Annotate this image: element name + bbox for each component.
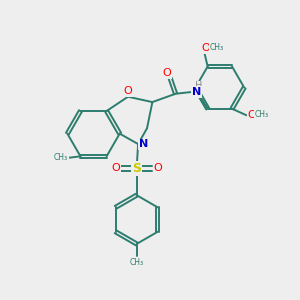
- Text: CH₃: CH₃: [54, 153, 68, 162]
- Text: O: O: [111, 163, 120, 173]
- Text: O: O: [247, 110, 256, 120]
- Text: N: N: [139, 139, 148, 149]
- Text: O: O: [201, 43, 210, 53]
- Text: N: N: [192, 87, 201, 97]
- Text: O: O: [162, 68, 171, 78]
- Text: O: O: [124, 86, 132, 96]
- Text: H: H: [195, 81, 202, 91]
- Text: CH₃: CH₃: [130, 258, 144, 267]
- Text: O: O: [153, 163, 162, 173]
- Text: S: S: [132, 162, 141, 175]
- Text: CH₃: CH₃: [209, 43, 224, 52]
- Text: CH₃: CH₃: [255, 110, 269, 119]
